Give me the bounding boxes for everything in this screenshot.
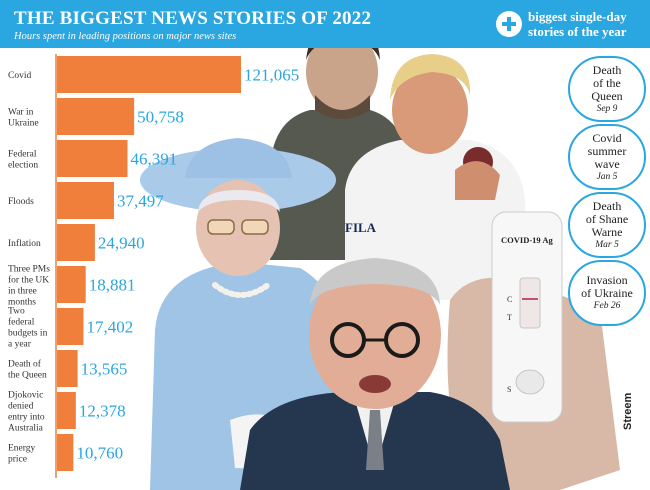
category-label-line: Ukraine [8,119,39,129]
category-label-line: the Queen [8,371,47,381]
plus-icon [496,11,522,37]
right-panel-title-line1: biggest single-day [528,9,627,24]
header-bar: THE BIGGEST NEWS STORIES OF 2022 Hours s… [0,0,650,48]
story-event-line: of the [593,76,621,90]
category-label-line: federal [8,317,35,328]
category-label-line: denied [8,402,34,412]
story-circle-1: Death of the Queen Sep 9 [568,56,646,122]
bar-5 [57,224,95,261]
category-label-9: Djokovic denied entry into Australia [8,391,45,434]
bar-7 [57,308,84,345]
story-event-line: Invasion [586,273,628,287]
category-label-1: Covid [8,71,31,81]
shirt-brand-text: FILA [345,220,377,235]
category-label-line: Death of [8,359,42,370]
story-date: Mar 5 [595,240,619,250]
test-label: COVID-19 Ag [501,235,553,245]
bar-1 [57,56,241,93]
category-label-line: Two [8,307,25,317]
value-label-7: 17,402 [86,318,133,337]
chart-subtitle: Hours spent in leading positions on majo… [14,31,237,42]
category-label-10: Energy price [8,444,36,465]
category-label-line: in three [8,287,37,297]
category-label-line: Federal [8,150,37,160]
story-circle-3: Death of Shane Warne Mar 5 [568,192,646,258]
value-label-5: 24,940 [98,234,145,253]
covid-test-photo: COVID-19 Ag C T S [447,211,620,490]
right-panel-title-line2: stories of the year [528,24,627,39]
credit-label: Streem [622,392,634,430]
category-label-line: Energy [8,444,36,454]
bar-6 [57,266,86,303]
category-label-line: Djokovic [8,391,43,401]
bar-9 [57,392,76,429]
bar-4 [57,182,114,219]
right-panel-title: biggest single-day stories of the year [528,9,627,39]
story-event-line: of Ukraine [581,286,633,300]
story-circle-4: Invasion of Ukraine Feb 26 [568,260,646,326]
test-s-mark: S [507,385,511,394]
value-label-3: 46,391 [131,150,178,169]
story-event-line: Death [592,63,622,77]
bar-8 [57,350,78,387]
category-label-8: Death of the Queen [8,359,47,381]
chart-title: THE BIGGEST NEWS STORIES OF 2022 [14,8,372,29]
story-event-line: of Shane [585,212,629,226]
value-label-9: 12,378 [79,402,126,421]
category-label-line: Covid [8,71,31,81]
bar-10 [57,434,74,471]
albanese-photo [240,258,510,490]
value-label-8: 13,565 [81,360,128,379]
value-label-2: 50,758 [137,108,184,127]
story-event-line: summer [587,144,627,158]
category-label-line: for the UK [8,275,49,286]
category-label-line: months [8,298,36,308]
category-label-line: Three PMs [8,265,50,275]
test-c-mark: C [507,295,512,304]
category-label-line: a year [8,340,32,350]
category-label-7: Two federal budgets in a year [8,307,48,350]
test-t-mark: T [507,313,512,322]
story-date: Sep 9 [596,104,618,114]
story-event-line: Death [592,199,622,213]
category-label-5: Inflation [8,238,41,249]
category-label-line: War in [8,108,34,118]
category-label-line: entry into [8,413,45,423]
category-label-line: price [8,455,27,465]
category-label-line: Floods [8,197,34,207]
bar-2 [57,98,135,135]
story-date: Feb 26 [593,301,621,311]
category-label-line: Australia [8,424,44,434]
category-label-line: Inflation [8,238,41,249]
story-event-line: Warne [591,225,623,239]
value-labels: 121,065 50,758 46,391 37,497 24,940 18,881 17,… [76,66,299,463]
category-label-2: War in Ukraine [8,108,39,129]
category-labels: Covid War in Ukraine Federal election Floods I… [8,71,50,465]
story-event-line: wave [594,157,620,171]
value-label-1: 121,065 [244,66,299,85]
bars [57,56,241,471]
category-label-line: election [8,161,38,171]
value-label-10: 10,760 [76,444,123,463]
story-date: Jan 5 [596,172,618,182]
story-event-line: Queen [591,89,623,103]
story-event-line: Covid [592,131,622,145]
value-label-4: 37,497 [117,192,164,211]
category-label-line: budgets in [8,329,48,339]
category-label-4: Floods [8,197,34,207]
bar-3 [57,140,128,177]
category-label-6: Three PMs for the UK in three months [8,265,50,308]
story-circle-2: Covid summer wave Jan 5 [568,124,646,190]
category-label-3: Federal election [8,150,38,171]
value-label-6: 18,881 [89,276,136,295]
